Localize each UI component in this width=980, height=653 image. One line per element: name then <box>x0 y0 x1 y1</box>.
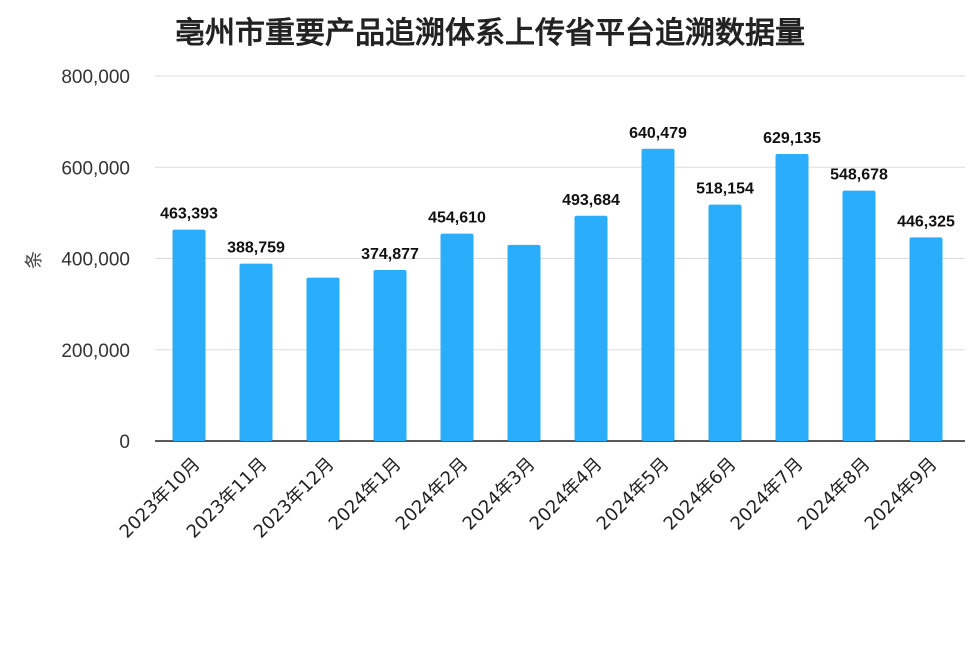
data-label: 374,877 <box>361 246 419 263</box>
bar <box>775 153 809 441</box>
y-axis-label: 条 <box>24 251 45 269</box>
data-label: 640,479 <box>629 125 687 142</box>
y-tick-label: 200,000 <box>61 341 130 362</box>
chart-title: 亳州市重要产品追溯体系上传省平台追溯数据量 <box>175 16 805 51</box>
y-tick-label: 800,000 <box>61 67 130 88</box>
bar <box>172 229 206 441</box>
data-label: 629,135 <box>763 130 821 147</box>
data-label: 388,759 <box>227 240 285 257</box>
y-tick-label: 0 <box>119 432 130 453</box>
bar <box>306 277 340 441</box>
data-label: 446,325 <box>897 213 955 230</box>
data-label: 518,154 <box>696 181 754 198</box>
bar <box>507 244 541 441</box>
bar <box>641 148 675 441</box>
bar <box>440 233 474 441</box>
data-label: 454,610 <box>428 210 486 227</box>
data-label: 463,393 <box>160 206 218 223</box>
bar <box>708 204 742 441</box>
y-tick-label: 600,000 <box>61 158 130 179</box>
bar <box>909 237 943 441</box>
bar <box>239 263 273 441</box>
data-label: 548,678 <box>830 167 888 184</box>
x-tick-label: 2024年9月 <box>861 454 942 535</box>
bar <box>574 215 608 441</box>
data-label: 493,684 <box>562 192 620 209</box>
y-tick-label: 400,000 <box>61 250 130 271</box>
bar <box>842 190 876 441</box>
bar <box>373 269 407 441</box>
